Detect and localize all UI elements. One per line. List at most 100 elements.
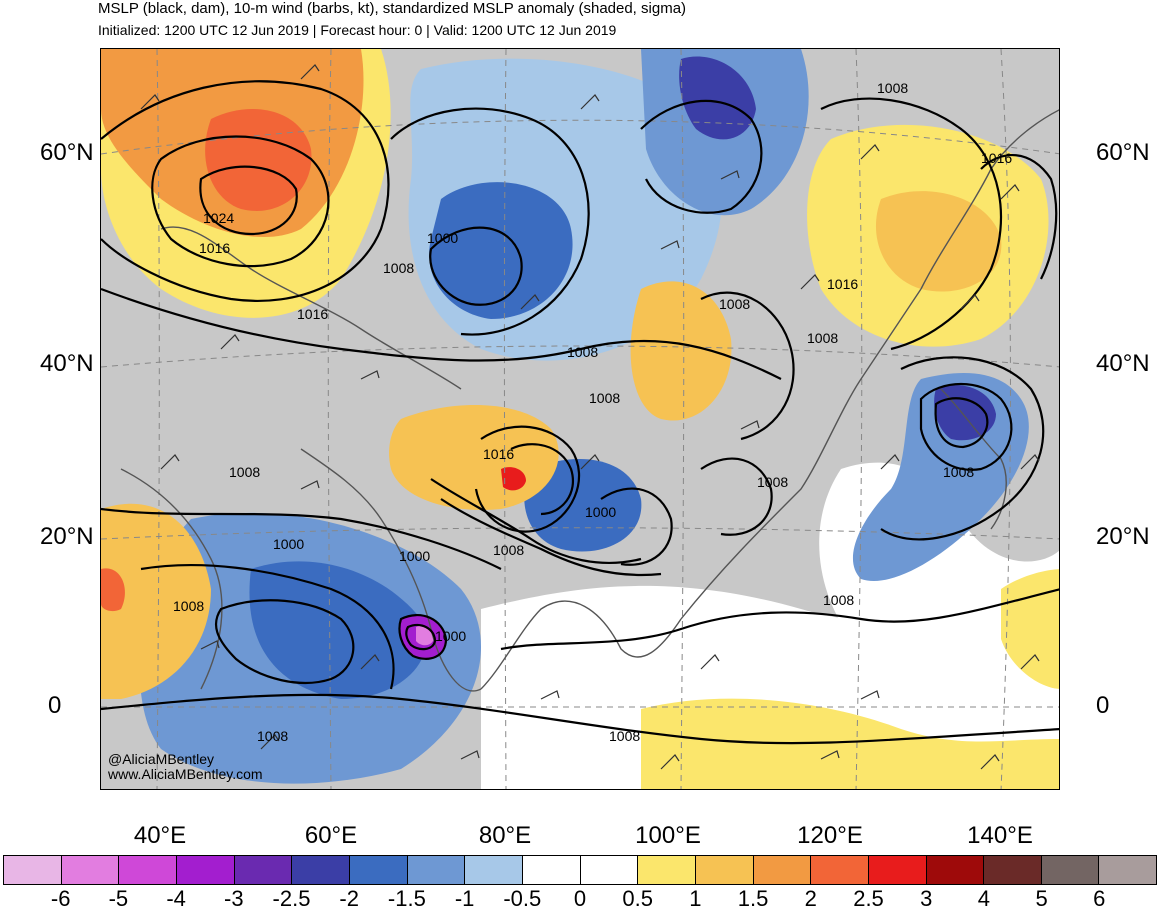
isobar-label: 1000 [585, 504, 616, 520]
isobar-label: 1008 [229, 464, 260, 480]
isobar-labels: 1008 1016 1024 1016 1016 1000 1008 1008 … [173, 80, 1012, 744]
lat-label-20n-left: 20°N [40, 523, 94, 550]
colorbar-tick-label: -0.5 [503, 886, 542, 911]
colorbar-swatch [407, 856, 466, 884]
colorbar-swatch [234, 856, 293, 884]
colorbar-tick-label: -4 [166, 886, 186, 911]
lon-label-40e: 40°E [133, 822, 187, 849]
colorbar-swatch [4, 856, 62, 884]
isobar-label: 1016 [483, 446, 514, 462]
lat-label-40n-left: 40°N [40, 350, 94, 377]
colorbar-swatch [522, 856, 581, 884]
colorbar-swatch [465, 856, 523, 884]
isobar-label: 1008 [877, 80, 908, 96]
colorbar-swatch [811, 856, 869, 884]
lon-label-120e: 120°E [797, 822, 863, 849]
colorbar-tick-label: -5 [108, 886, 129, 911]
colorbar-swatch [638, 856, 696, 884]
isobar-label: 1008 [943, 464, 974, 480]
isobar-label: 1008 [383, 260, 414, 276]
pos-anomaly-africa-west [101, 568, 125, 612]
colorbar-swatch [349, 856, 408, 884]
lat-label-20n-right: 20°N [1096, 523, 1150, 550]
pos-anomaly-himalaya-core [501, 467, 526, 491]
lon-label-100e: 100°E [635, 822, 701, 849]
lat-label-0-left: 0 [48, 692, 62, 719]
colorbar-tick-label: -6 [50, 886, 71, 911]
colorbar-tick-label: 2.5 [853, 886, 884, 911]
isobar-label: 1008 [609, 728, 640, 744]
isobar-label: 1008 [589, 390, 620, 406]
colorbar-swatch [176, 856, 235, 884]
map-title: MSLP (black, dam), 10-m wind (barbs, kt)… [98, 0, 687, 17]
neg-anomaly-tibet [524, 459, 642, 552]
lon-label-140e: 140°E [967, 822, 1033, 849]
colorbar-tick-label: 3 [920, 886, 933, 911]
anomaly-colorbar [3, 855, 1157, 885]
neg-anomaly-siberia-core [429, 182, 573, 319]
pos-anomaly-europe-core [205, 109, 312, 211]
credit-handle: @AliciaMBentley [108, 751, 215, 767]
colorbar-swatch [1041, 856, 1100, 884]
isobar-label: 1016 [827, 276, 858, 292]
colorbar-tick-label: 5 [1035, 886, 1048, 911]
map-subtitle: Initialized: 1200 UTC 12 Jun 2019 | Fore… [98, 22, 617, 38]
isobar-label: 1008 [173, 598, 204, 614]
colorbar-tick-label: -2.5 [272, 886, 311, 911]
colorbar-swatch [61, 856, 120, 884]
colorbar-swatch [119, 856, 177, 884]
colorbar-tick-label: 6 [1093, 886, 1106, 911]
colorbar-swatch [984, 856, 1042, 884]
colorbar-tick-label: -3 [224, 886, 244, 911]
isobar-label: 1008 [493, 542, 524, 558]
colorbar-tick-label: 2 [804, 886, 817, 911]
colorbar-swatch [292, 856, 350, 884]
pos-anomaly-china [630, 281, 732, 421]
pos-anomaly-indonesia [641, 698, 1059, 789]
isobars [101, 80, 1059, 745]
colorbar-swatch [580, 856, 639, 884]
lat-label-60n-right: 60°N [1096, 139, 1150, 166]
isobar-label: 1024 [203, 210, 234, 226]
lat-label-0-right: 0 [1096, 692, 1110, 719]
weather-map: 1008 1016 1024 1016 1016 1000 1008 1008 … [100, 48, 1060, 790]
pos-anomaly-manchuria-core [875, 191, 1002, 292]
neg-anomaly-north-core [679, 56, 756, 140]
pos-anomaly-himalaya [389, 405, 559, 510]
credit-site: www.AliciaMBentley.com [108, 766, 263, 782]
map-canvas: 1008 1016 1024 1016 1016 1000 1008 1008 … [101, 49, 1059, 789]
colorbar-tick-label: 1.5 [737, 886, 769, 911]
pos-anomaly-pacific [1001, 569, 1059, 689]
isobar-label: 1000 [399, 548, 430, 564]
pos-anomaly-africa [101, 503, 211, 699]
colorbar-tick-label: 1 [689, 886, 702, 911]
isobar-label: 1000 [435, 628, 466, 644]
wind-barbs [140, 64, 1040, 770]
coastlines [120, 109, 1059, 692]
isobar-label: 1000 [427, 230, 458, 246]
isobar-label: 1016 [297, 306, 328, 322]
neg-anomaly-arabian-core [249, 561, 427, 699]
isobar-label: 1000 [273, 536, 304, 552]
colorbar-tick-label: 4 [977, 886, 991, 911]
colorbar-tick-label: -1 [454, 886, 475, 911]
isobar-label: 1008 [807, 330, 838, 346]
colorbar-tick-label: 0 [573, 886, 587, 911]
lat-label-60n-left: 60°N [40, 139, 94, 166]
lon-label-80e: 80°E [478, 822, 532, 849]
colorbar-swatch [1099, 856, 1157, 884]
colorbar-swatch [753, 856, 812, 884]
colorbar-tick-label: 0.5 [622, 886, 653, 911]
colorbar-tick-label: -2 [339, 886, 359, 911]
lat-label-40n-right: 40°N [1096, 350, 1150, 377]
colorbar-tick-label: -1.5 [387, 886, 426, 911]
colorbar-swatch [695, 856, 754, 884]
colorbar-swatch [926, 856, 985, 884]
isobar-label: 1008 [757, 474, 788, 490]
lon-label-60e: 60°E [304, 822, 358, 849]
colorbar-swatch [868, 856, 927, 884]
isobar-label: 1016 [981, 150, 1012, 166]
isobar-label: 1008 [823, 592, 854, 608]
isobar-label: 1008 [567, 344, 598, 360]
isobar-label: 1008 [719, 296, 750, 312]
